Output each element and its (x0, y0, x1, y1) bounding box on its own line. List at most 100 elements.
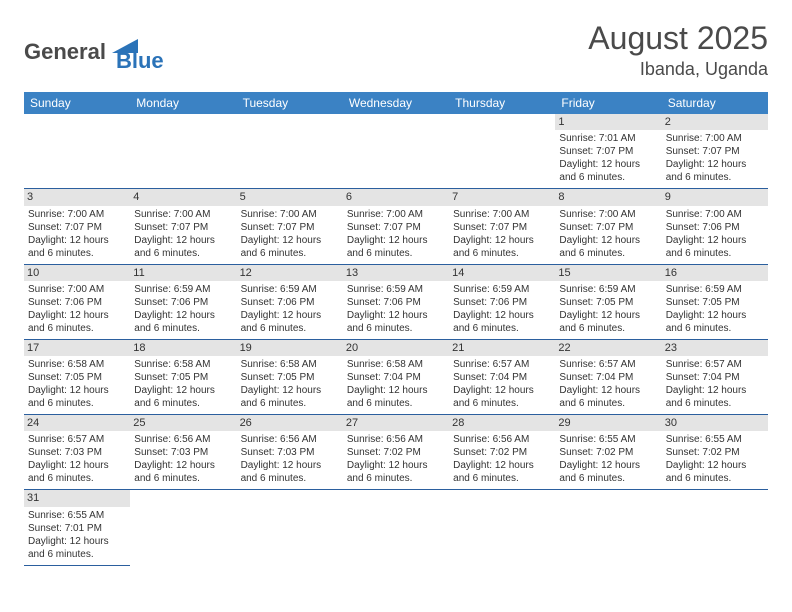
title-block: August 2025 Ibanda, Uganda (588, 20, 768, 80)
day-details: Sunrise: 6:59 AMSunset: 7:06 PMDaylight:… (347, 283, 445, 335)
day-details: Sunrise: 6:55 AMSunset: 7:01 PMDaylight:… (28, 509, 126, 561)
day-cell-31: 31 Sunrise: 6:55 AMSunset: 7:01 PMDayligh… (24, 490, 130, 565)
day-details: Sunrise: 6:56 AMSunset: 7:02 PMDaylight:… (347, 433, 445, 485)
day-details: Sunrise: 6:58 AMSunset: 7:04 PMDaylight:… (347, 358, 445, 410)
calendar-page: General Blue August 2025 Ibanda, Uganda … (0, 0, 792, 586)
day-details: Sunrise: 7:01 AMSunset: 7:07 PMDaylight:… (559, 132, 657, 184)
day-details: Sunrise: 6:59 AMSunset: 7:05 PMDaylight:… (559, 283, 657, 335)
day-cell-30: 30 Sunrise: 6:55 AMSunset: 7:02 PMDayligh… (662, 415, 768, 490)
weekday-header-saturday: Saturday (662, 92, 768, 114)
day-number: 1 (555, 114, 661, 130)
day-details: Sunrise: 6:59 AMSunset: 7:06 PMDaylight:… (134, 283, 232, 335)
day-number: 22 (555, 340, 661, 356)
day-number: 29 (555, 415, 661, 431)
day-details: Sunrise: 6:58 AMSunset: 7:05 PMDaylight:… (134, 358, 232, 410)
logo-text-blue: Blue (116, 48, 164, 74)
day-details: Sunrise: 7:00 AMSunset: 7:06 PMDaylight:… (666, 208, 764, 260)
day-details: Sunrise: 6:55 AMSunset: 7:02 PMDaylight:… (666, 433, 764, 485)
day-number: 8 (555, 189, 661, 205)
day-number: 9 (662, 189, 768, 205)
weekday-header-friday: Friday (555, 92, 661, 114)
day-cell-27: 27 Sunrise: 6:56 AMSunset: 7:02 PMDayligh… (343, 415, 449, 490)
day-cell-5: 5 Sunrise: 7:00 AMSunset: 7:07 PMDaylight… (237, 189, 343, 264)
weekday-header-thursday: Thursday (449, 92, 555, 114)
day-details: Sunrise: 7:00 AMSunset: 7:07 PMDaylight:… (559, 208, 657, 260)
day-cell-13: 13 Sunrise: 6:59 AMSunset: 7:06 PMDayligh… (343, 265, 449, 340)
day-number: 24 (24, 415, 130, 431)
day-cell-24: 24 Sunrise: 6:57 AMSunset: 7:03 PMDayligh… (24, 415, 130, 490)
empty-cell (449, 114, 555, 189)
empty-cell (237, 114, 343, 189)
day-number: 17 (24, 340, 130, 356)
day-number: 27 (343, 415, 449, 431)
day-cell-9: 9 Sunrise: 7:00 AMSunset: 7:06 PMDaylight… (662, 189, 768, 264)
day-number: 28 (449, 415, 555, 431)
day-number: 14 (449, 265, 555, 281)
day-details: Sunrise: 7:00 AMSunset: 7:07 PMDaylight:… (134, 208, 232, 260)
day-number: 19 (237, 340, 343, 356)
day-details: Sunrise: 7:00 AMSunset: 7:07 PMDaylight:… (28, 208, 126, 260)
logo-text-general: General (24, 39, 106, 65)
weekday-header-tuesday: Tuesday (237, 92, 343, 114)
empty-cell (130, 114, 236, 189)
day-cell-8: 8 Sunrise: 7:00 AMSunset: 7:07 PMDaylight… (555, 189, 661, 264)
day-details: Sunrise: 6:57 AMSunset: 7:03 PMDaylight:… (28, 433, 126, 485)
day-cell-7: 7 Sunrise: 7:00 AMSunset: 7:07 PMDaylight… (449, 189, 555, 264)
day-cell-25: 25Sunrise: 6:56 AMSunset: 7:03 PMDayligh… (130, 415, 236, 490)
day-details: Sunrise: 7:00 AMSunset: 7:07 PMDaylight:… (347, 208, 445, 260)
day-cell-15: 15Sunrise: 6:59 AMSunset: 7:05 PMDayligh… (555, 265, 661, 340)
day-details: Sunrise: 7:00 AMSunset: 7:07 PMDaylight:… (666, 132, 764, 184)
day-number: 4 (130, 189, 236, 205)
day-number: 2 (662, 114, 768, 130)
day-details: Sunrise: 6:58 AMSunset: 7:05 PMDaylight:… (28, 358, 126, 410)
day-number: 3 (24, 189, 130, 205)
day-cell-4: 4 Sunrise: 7:00 AMSunset: 7:07 PMDaylight… (130, 189, 236, 264)
day-cell-16: 16 Sunrise: 6:59 AMSunset: 7:05 PMDayligh… (662, 265, 768, 340)
day-cell-11: 11 Sunrise: 6:59 AMSunset: 7:06 PMDayligh… (130, 265, 236, 340)
month-title: August 2025 (588, 20, 768, 57)
day-details: Sunrise: 7:00 AMSunset: 7:07 PMDaylight:… (453, 208, 551, 260)
weekday-header-sunday: Sunday (24, 92, 130, 114)
day-details: Sunrise: 6:58 AMSunset: 7:05 PMDaylight:… (241, 358, 339, 410)
day-number: 20 (343, 340, 449, 356)
day-cell-6: 6 Sunrise: 7:00 AMSunset: 7:07 PMDaylight… (343, 189, 449, 264)
day-cell-12: 12Sunrise: 6:59 AMSunset: 7:06 PMDayligh… (237, 265, 343, 340)
weekday-header-monday: Monday (130, 92, 236, 114)
day-number: 21 (449, 340, 555, 356)
day-details: Sunrise: 6:59 AMSunset: 7:06 PMDaylight:… (453, 283, 551, 335)
day-cell-2: 2 Sunrise: 7:00 AMSunset: 7:07 PMDaylight… (662, 114, 768, 189)
day-details: Sunrise: 6:59 AMSunset: 7:05 PMDaylight:… (666, 283, 764, 335)
day-cell-22: 22Sunrise: 6:57 AMSunset: 7:04 PMDayligh… (555, 340, 661, 415)
day-number: 11 (130, 265, 236, 281)
day-details: Sunrise: 7:00 AMSunset: 7:06 PMDaylight:… (28, 283, 126, 335)
day-details: Sunrise: 6:55 AMSunset: 7:02 PMDaylight:… (559, 433, 657, 485)
logo: General Blue (24, 20, 164, 74)
day-number: 25 (130, 415, 236, 431)
weekday-header-wednesday: Wednesday (343, 92, 449, 114)
day-number: 5 (237, 189, 343, 205)
day-cell-19: 19 Sunrise: 6:58 AMSunset: 7:05 PMDayligh… (237, 340, 343, 415)
day-details: Sunrise: 7:00 AMSunset: 7:07 PMDaylight:… (241, 208, 339, 260)
day-details: Sunrise: 6:57 AMSunset: 7:04 PMDaylight:… (666, 358, 764, 410)
day-number: 16 (662, 265, 768, 281)
empty-cell (24, 114, 130, 189)
day-number: 7 (449, 189, 555, 205)
day-cell-28: 28Sunrise: 6:56 AMSunset: 7:02 PMDayligh… (449, 415, 555, 490)
day-details: Sunrise: 6:57 AMSunset: 7:04 PMDaylight:… (453, 358, 551, 410)
day-number: 23 (662, 340, 768, 356)
page-header: General Blue August 2025 Ibanda, Uganda (24, 20, 768, 80)
day-number: 13 (343, 265, 449, 281)
day-cell-1: 1 Sunrise: 7:01 AMSunset: 7:07 PMDaylight… (555, 114, 661, 189)
day-cell-21: 21 Sunrise: 6:57 AMSunset: 7:04 PMDayligh… (449, 340, 555, 415)
day-cell-23: 23 Sunrise: 6:57 AMSunset: 7:04 PMDayligh… (662, 340, 768, 415)
day-number: 31 (24, 490, 130, 506)
day-number: 10 (24, 265, 130, 281)
day-cell-29: 29 Sunrise: 6:55 AMSunset: 7:02 PMDayligh… (555, 415, 661, 490)
day-number: 6 (343, 189, 449, 205)
day-number: 30 (662, 415, 768, 431)
day-cell-17: 17 Sunrise: 6:58 AMSunset: 7:05 PMDayligh… (24, 340, 130, 415)
day-details: Sunrise: 6:56 AMSunset: 7:03 PMDaylight:… (241, 433, 339, 485)
day-number: 12 (237, 265, 343, 281)
day-cell-18: 18Sunrise: 6:58 AMSunset: 7:05 PMDayligh… (130, 340, 236, 415)
day-cell-26: 26Sunrise: 6:56 AMSunset: 7:03 PMDayligh… (237, 415, 343, 490)
